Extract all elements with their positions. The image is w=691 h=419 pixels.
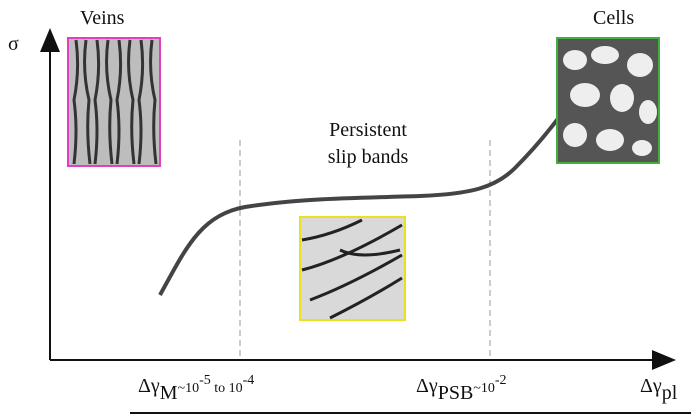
x-axis-label: Δγpl: [640, 375, 678, 404]
label-part: ~10: [178, 381, 200, 396]
region-label: Persistent: [329, 119, 407, 141]
threshold-label: ΔγPSB~10-2: [416, 373, 507, 404]
label-part: PSB: [438, 382, 474, 404]
threshold-label: ΔγM~10-5 to 10-4: [138, 373, 254, 404]
label-part: -5: [199, 373, 211, 388]
psb-micrograph: [299, 216, 406, 321]
veins-micrograph: [67, 37, 161, 167]
region-label: Veins: [80, 7, 125, 29]
stress-curve: [158, 114, 562, 296]
label-part: M: [160, 382, 178, 404]
region-label: Cells: [593, 7, 634, 29]
label-part: Δγ: [416, 375, 438, 397]
label-part: -2: [495, 373, 507, 388]
region-label: slip bands: [328, 146, 409, 168]
label-part: to 10: [211, 381, 243, 396]
label-part: Δγ: [640, 375, 662, 397]
label-part: Δγ: [138, 375, 160, 397]
label-part: pl: [662, 382, 678, 404]
label-part: ~10: [473, 381, 495, 396]
y-axis-label: σ: [8, 33, 19, 55]
cells-micrograph: [556, 37, 660, 164]
label-part: -4: [243, 373, 255, 388]
